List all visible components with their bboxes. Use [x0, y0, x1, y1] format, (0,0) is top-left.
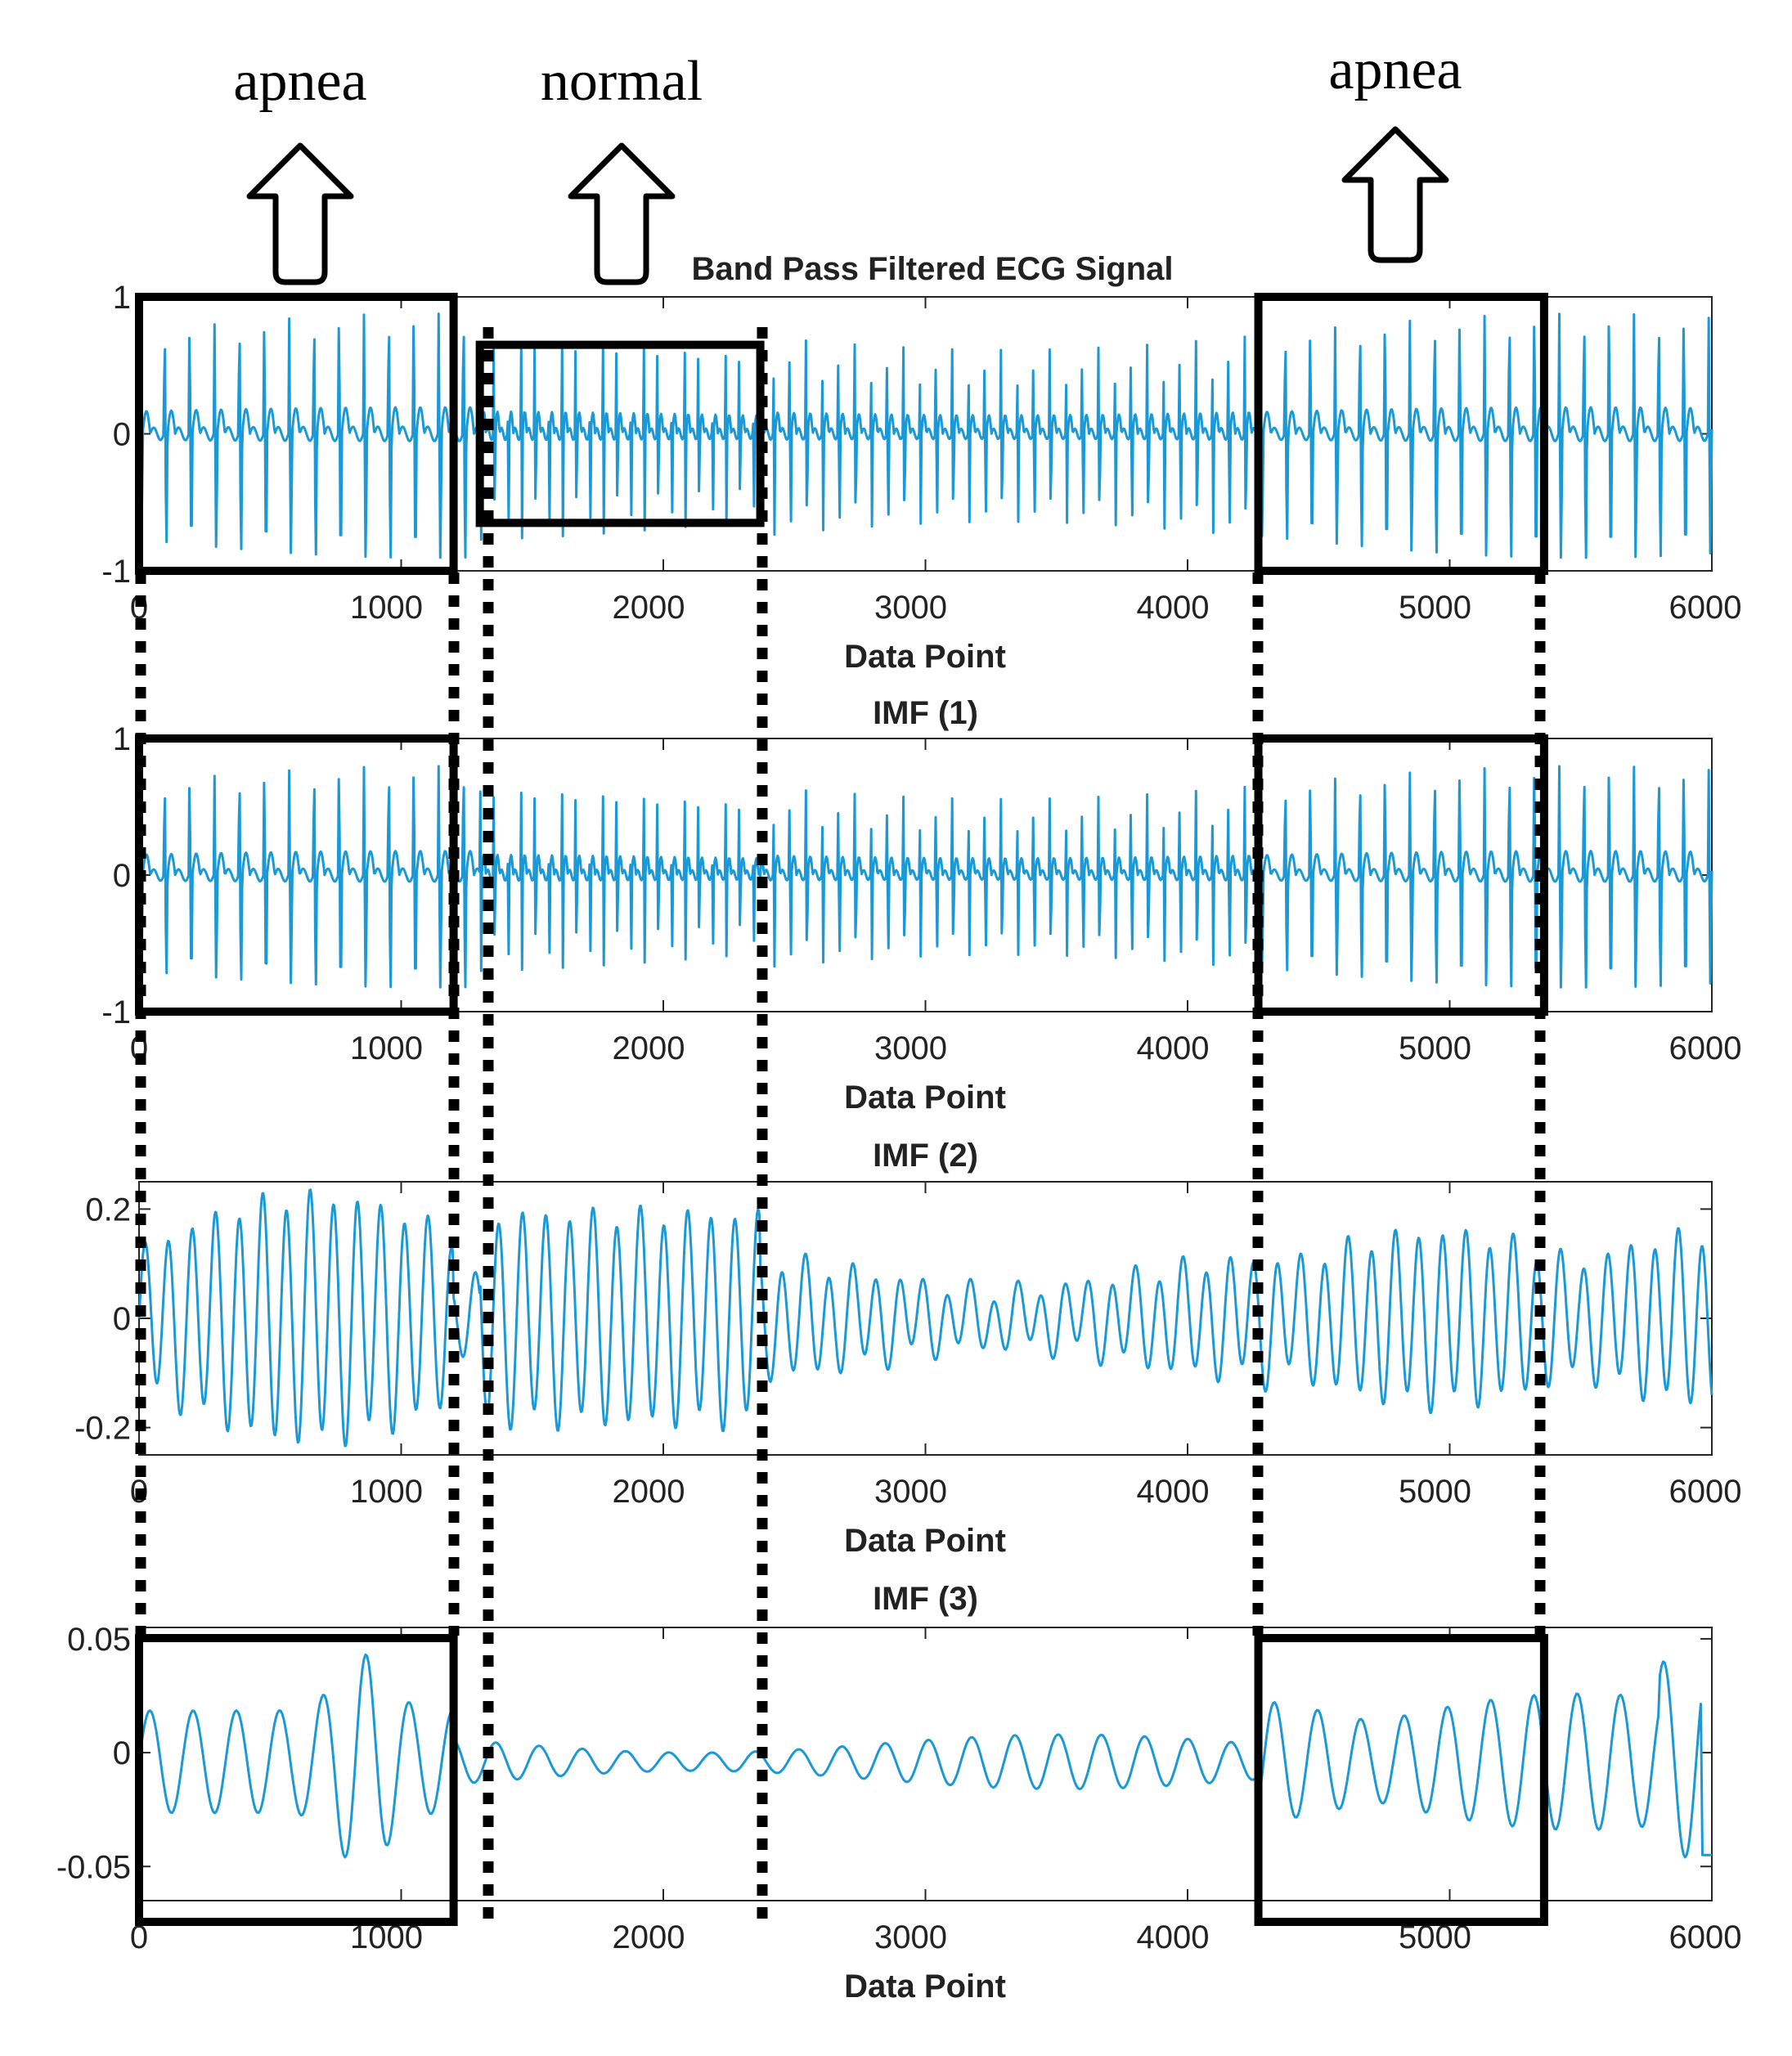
signal-line — [137, 1653, 1712, 1859]
y-tick-label: 1 — [113, 280, 131, 316]
x-tick-label: 3000 — [874, 1030, 947, 1066]
x-tick-label: 4000 — [1137, 1919, 1210, 1955]
highlight-box — [135, 293, 458, 575]
annotation-label-normal: normal — [541, 50, 703, 113]
y-tick-label: 0.05 — [67, 1622, 131, 1658]
x-tick-label: 6000 — [1669, 1919, 1742, 1955]
x-tick-label: 6000 — [1669, 590, 1742, 626]
panel-1: Band Pass Filtered ECG Signal 0 1000 2000 30… — [101, 251, 1741, 675]
y-tick-label: -1 — [101, 994, 131, 1030]
panel-2: IMF (1)0 1000 2000 3000 4000 5000 600010-1Data… — [101, 695, 1741, 1116]
x-tick-label: 1000 — [350, 590, 423, 626]
y-tick-label: 0 — [113, 1735, 131, 1771]
annotation-label-apnea: apnea — [1328, 38, 1462, 101]
signal-line — [137, 765, 1713, 989]
panel-title: IMF (3) — [873, 1581, 978, 1617]
y-tick-label: 1 — [113, 721, 131, 757]
up-arrow-icon — [568, 142, 676, 285]
signal-line — [137, 312, 1713, 559]
x-tick-label: 1000 — [350, 1030, 423, 1066]
x-axis-label: Data Point — [844, 1968, 1006, 2004]
highlight-box — [475, 340, 765, 527]
x-tick-label: 3000 — [874, 1919, 947, 1955]
panel-title: IMF (2) — [873, 1138, 978, 1174]
x-tick-label: 1000 — [350, 1474, 423, 1510]
panel-4: IMF (3)0 1000 2000 3000 4000 5000 60000.050-0.… — [56, 1581, 1742, 2004]
y-tick-label: -0.05 — [56, 1849, 131, 1885]
annotation-label-apnea: apnea — [233, 50, 366, 113]
axes-frame — [138, 1627, 1713, 1901]
x-tick-label: 3000 — [874, 590, 947, 626]
x-tick-label: 5000 — [1399, 1030, 1471, 1066]
annotation-layer: apnea normal apnea — [233, 38, 1462, 285]
x-tick-label: 2000 — [613, 1474, 685, 1510]
panel-3: IMF (2)01000200030004000500060000.20-0.2… — [74, 1138, 1741, 1559]
x-tick-label: 2000 — [613, 1030, 685, 1066]
y-tick-label: 0 — [113, 858, 131, 894]
x-tick-label: 6000 — [1669, 1474, 1742, 1510]
panel-title: Band Pass Filtered ECG Signal — [691, 251, 1173, 287]
segment-divider-lines — [135, 327, 1546, 1922]
x-tick-label: 4000 — [1137, 1474, 1210, 1510]
x-tick-label: 5000 — [1399, 590, 1471, 626]
x-tick-label: 2000 — [613, 590, 685, 626]
highlight-box — [1254, 1634, 1548, 1926]
x-axis-label: Data Point — [844, 1523, 1006, 1559]
y-tick-label: -1 — [101, 554, 131, 590]
signal-line — [137, 1188, 1713, 1448]
up-arrow-icon — [246, 142, 354, 285]
y-tick-label: 0.2 — [85, 1192, 131, 1228]
x-tick-label: 0 — [130, 1919, 148, 1955]
highlight-box — [1254, 293, 1548, 575]
x-tick-label: 3000 — [874, 1474, 947, 1510]
highlight-box — [135, 1634, 458, 1926]
x-tick-label: 2000 — [613, 1919, 685, 1955]
x-tick-label: 5000 — [1399, 1474, 1471, 1510]
y-tick-label: -0.2 — [74, 1411, 131, 1447]
y-tick-label: 0 — [113, 417, 131, 453]
up-arrow-icon — [1341, 126, 1449, 263]
y-tick-label: 0 — [113, 1301, 131, 1337]
x-tick-label: 6000 — [1669, 1030, 1742, 1066]
x-axis-label: Data Point — [844, 639, 1006, 675]
x-axis-label: Data Point — [844, 1080, 1006, 1116]
panel-title: IMF (1) — [873, 695, 978, 731]
x-tick-label: 4000 — [1137, 590, 1210, 626]
x-tick-label: 4000 — [1137, 1030, 1210, 1066]
